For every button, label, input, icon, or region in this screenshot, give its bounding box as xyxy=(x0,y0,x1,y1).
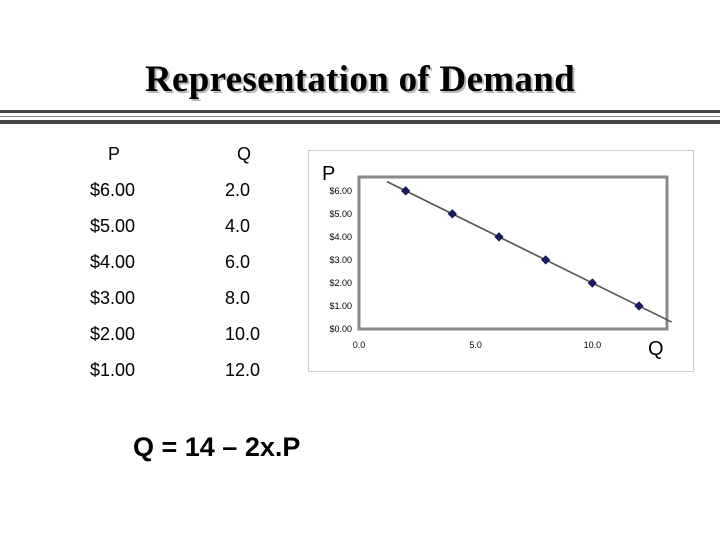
demand-chart: $0.00 $1.00 $2.00 $3.00 $4.00 $5.00 $6.00 0.0 5.… xyxy=(308,150,694,372)
cell-price: $3.00 xyxy=(90,288,136,308)
demand-chart-svg: $0.00 $1.00 $2.00 $3.00 $4.00 $5.00 $6.00 0.0 5.… xyxy=(308,150,694,372)
table-row: $2.00 10.0 xyxy=(80,318,300,354)
y-tick-label: $1.00 xyxy=(329,301,352,311)
title-divider-bottom xyxy=(0,120,720,124)
cell-price: $4.00 xyxy=(90,252,136,272)
header-p: P xyxy=(108,144,121,164)
x-tick-label: 10.0 xyxy=(584,340,602,350)
y-tick-label: $2.00 xyxy=(329,278,352,288)
data-point-marker xyxy=(587,278,597,288)
cell-price: $2.00 xyxy=(90,324,136,344)
cell-quantity: 8.0 xyxy=(225,288,251,308)
table-row: $4.00 6.0 xyxy=(80,246,300,282)
slide-title: Representation of Demand xyxy=(145,59,575,100)
table-row: $3.00 8.0 xyxy=(80,282,300,318)
header-q: Q xyxy=(237,144,252,164)
cell-quantity: 2.0 xyxy=(225,180,251,200)
cell-quantity: 6.0 xyxy=(225,252,251,272)
demand-equation: Q = 14 – 2x.P xyxy=(133,432,301,462)
data-point-marker xyxy=(494,232,504,242)
y-tick-label: $3.00 xyxy=(329,255,352,265)
title-divider-middle xyxy=(0,116,720,117)
table-header: P Q xyxy=(80,138,300,174)
x-tick-label: 5.0 xyxy=(469,340,482,350)
plot-area-frame xyxy=(357,175,669,331)
y-axis-label: P xyxy=(322,163,335,185)
demand-trendline xyxy=(386,180,673,323)
data-point-marker xyxy=(447,209,457,219)
data-point-marker xyxy=(541,255,551,265)
cell-quantity: 10.0 xyxy=(225,324,261,344)
y-tick-label: $0.00 xyxy=(329,324,352,334)
cell-quantity: 12.0 xyxy=(225,360,261,380)
x-tick-label: 0.0 xyxy=(353,340,366,350)
y-tick-label: $6.00 xyxy=(329,186,352,196)
data-point-marker xyxy=(401,186,411,196)
cell-price: $5.00 xyxy=(90,216,136,236)
cell-price: $1.00 xyxy=(90,360,136,380)
x-axis-label: Q xyxy=(648,338,664,360)
cell-quantity: 4.0 xyxy=(225,216,251,236)
table-row: $6.00 2.0 xyxy=(80,174,300,210)
title-divider-top xyxy=(0,110,720,113)
cell-price: $6.00 xyxy=(90,180,136,200)
y-tick-label: $5.00 xyxy=(329,209,352,219)
demand-table: P Q $6.00 2.0 $5.00 4.0 $4.00 6.0 $3.00 … xyxy=(80,138,300,390)
data-point-marker xyxy=(634,301,644,311)
table-row: $5.00 4.0 xyxy=(80,210,300,246)
table-row: $1.00 12.0 xyxy=(80,354,300,390)
y-tick-label: $4.00 xyxy=(329,232,352,242)
